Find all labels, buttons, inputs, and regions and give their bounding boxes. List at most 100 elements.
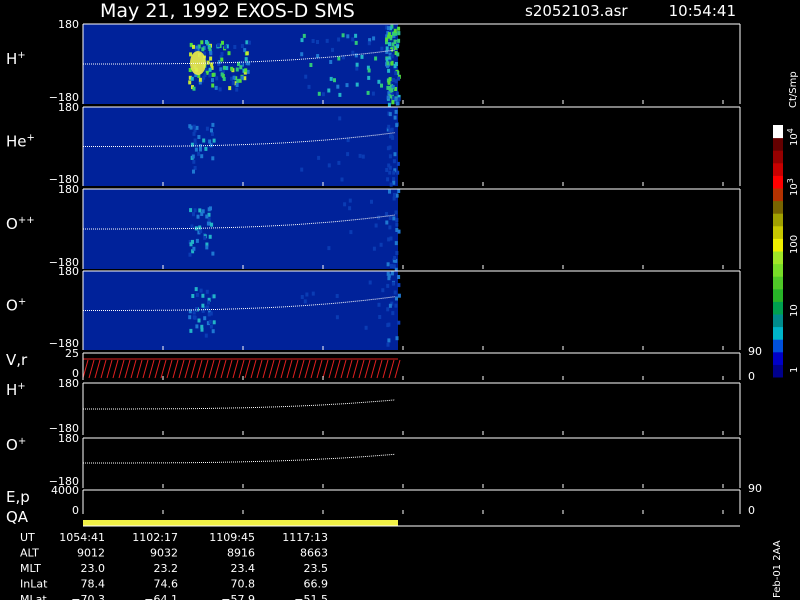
spectrogram-cell: [390, 54, 394, 59]
spectrogram-cell: [219, 55, 223, 60]
spectrogram-cell: [391, 281, 395, 286]
colorbar-segment: [773, 200, 783, 214]
spectrogram-cell: [390, 91, 394, 96]
panel-label: QA: [6, 508, 29, 526]
spectrogram-cell: [355, 82, 359, 87]
panel-label: E,p: [6, 488, 30, 506]
spectrogram-cell: [378, 315, 382, 319]
spectrogram-cell: [225, 44, 229, 49]
spectrogram-cell: [393, 28, 397, 33]
spectrogram-peak: [190, 51, 206, 75]
spectrogram-cell: [397, 293, 401, 298]
spectrogram-cell: [358, 153, 362, 158]
spectrogram-cell: [210, 128, 213, 133]
spectrogram-cell: [391, 311, 395, 316]
spectrogram-cell: [387, 338, 391, 343]
spectrogram-cell: [390, 271, 394, 276]
panel-label: V,r: [6, 351, 28, 369]
spectrogram-cell: [348, 198, 352, 203]
y2-tick-label: 0: [748, 370, 755, 383]
spectrogram-cell: [327, 246, 331, 251]
colorbar-tick-label: 10: [789, 304, 800, 317]
spectrogram-cell: [386, 78, 390, 83]
spectrogram-cell: [386, 342, 390, 347]
footer-label: ALT: [20, 547, 39, 560]
footer-value: −51.5: [294, 593, 328, 600]
colorbar-segment: [773, 326, 783, 340]
spectrogram-cell: [202, 75, 206, 80]
spectrogram-cell: [219, 67, 223, 72]
y-tick-label: 180: [58, 18, 79, 31]
spectrogram-cell: [212, 320, 216, 325]
spectrogram-cell: [392, 159, 396, 164]
spectrogram-cell: [397, 94, 401, 99]
spectrogram-cell: [211, 72, 215, 77]
spectrogram-cell: [304, 74, 308, 79]
spectrogram-cell: [197, 318, 201, 323]
spectrogram-cell: [189, 42, 193, 47]
spectrogram-cell: [377, 79, 381, 84]
spectrogram-cell: [233, 45, 237, 49]
spectrogram-cell: [391, 100, 395, 105]
spectrogram-cell: [211, 156, 215, 161]
spectrogram-cell: [303, 299, 307, 304]
spectrogram-cell: [394, 258, 398, 263]
spectrogram-cell: [205, 214, 209, 219]
spectrogram-cell: [204, 68, 208, 73]
spectrogram-cell: [188, 315, 192, 320]
spectrogram-cell: [388, 170, 392, 175]
spectrogram-cell: [388, 42, 391, 47]
footer-value: 9032: [150, 547, 178, 560]
spectrogram-cell: [206, 321, 210, 326]
spectrogram-cell: [388, 112, 392, 117]
spectrogram-cell: [237, 62, 240, 67]
spectrogram-cell: [395, 91, 399, 96]
footer-value: 23.5: [304, 562, 329, 575]
spectrogram-cell: [217, 60, 221, 65]
spectrogram-cell: [397, 97, 401, 102]
spectrogram-cell: [195, 307, 198, 312]
spectrogram-cell: [192, 212, 195, 217]
spectrogram-cell: [394, 267, 398, 272]
spectrogram-cell: [387, 32, 391, 37]
spectrogram-cell: [218, 87, 222, 92]
spectrogram-cell: [305, 292, 309, 297]
spectrogram-cell: [234, 81, 237, 86]
panel-label: He+: [6, 133, 35, 151]
spectrogram-cell: [393, 152, 397, 157]
spectrogram-cell: [194, 287, 198, 292]
panel-label-text: H: [6, 381, 17, 399]
spectrogram-cell: [208, 234, 212, 239]
spectrogram-cell: [336, 84, 340, 89]
file-name: s2052103.asr: [525, 2, 628, 20]
spectrogram-cell: [198, 208, 202, 213]
spectrogram-cell: [388, 145, 392, 150]
trajectory-curve: [83, 214, 396, 230]
spectrogram-cell: [396, 170, 400, 175]
spectrogram-cell: [390, 127, 394, 132]
spectrogram-cell: [371, 91, 375, 96]
footer-value: 23.0: [81, 562, 106, 575]
spectrogram-cell: [240, 44, 244, 48]
y-tick-label: 0: [72, 367, 79, 380]
stamp: Feb-01 2AA: [772, 540, 783, 598]
spectrogram-cell: [372, 36, 376, 41]
spectrogram-cell: [211, 83, 215, 88]
spectrogram-cell: [202, 138, 206, 143]
spectrogram-cell: [201, 293, 205, 298]
spectrogram-cell: [246, 69, 250, 74]
spectrogram-cell: [385, 57, 389, 62]
spectrogram-cell: [387, 80, 391, 85]
spectrogram-cell: [211, 78, 214, 83]
spectrogram-cell: [238, 78, 242, 83]
spectrogram-cell: [388, 189, 391, 194]
trajectory-curve: [83, 49, 396, 65]
spectrogram-cell: [195, 324, 199, 329]
spectrogram-cell: [386, 323, 390, 328]
spectrogram-cell: [394, 210, 398, 215]
spectrogram-cell: [247, 40, 251, 45]
spectrogram-cell: [206, 221, 210, 226]
spectrogram-cell: [368, 38, 372, 43]
spectrogram-cell: [395, 296, 398, 301]
spectrogram-cell: [212, 294, 216, 299]
